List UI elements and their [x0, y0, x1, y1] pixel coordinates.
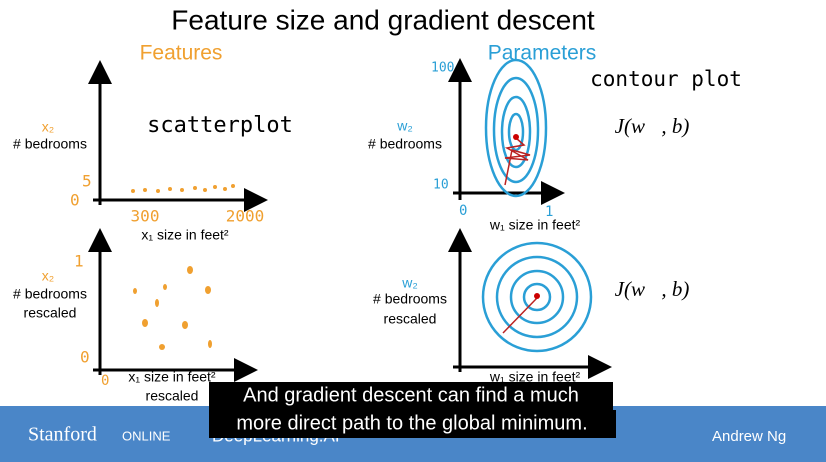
- cost: J(w⃗, b): [615, 277, 690, 301]
- tick: 2000: [226, 207, 265, 226]
- tick: 5: [82, 172, 92, 191]
- footer-logo: Stanford: [28, 424, 97, 446]
- cost: J(w⃗, b): [615, 114, 690, 138]
- caption-box: [209, 382, 613, 410]
- caption: And gradient descent can find a much: [243, 384, 579, 406]
- tick: 10: [433, 178, 449, 193]
- title: Feature size and gradient descent: [171, 4, 595, 35]
- axis-var: w₂: [401, 275, 418, 291]
- tick: 1: [545, 204, 553, 220]
- caption: more direct path to the global minimum.: [236, 412, 587, 434]
- footer-author: Andrew Ng: [712, 428, 786, 445]
- tick: 0: [80, 348, 90, 367]
- axis-var: x₂: [42, 268, 54, 284]
- tick: 100: [431, 61, 454, 76]
- axis-label: # bedrooms: [13, 286, 87, 302]
- footer-logo: ONLINE: [122, 428, 171, 443]
- tick: 0: [101, 373, 109, 389]
- axis-label: # bedrooms: [13, 136, 87, 152]
- axis-label: w₁ size in feet²: [489, 369, 581, 385]
- caption-box: [209, 410, 616, 438]
- axis-label: rescaled: [384, 311, 437, 327]
- axis-var: w₂: [396, 118, 413, 134]
- heading: Features: [140, 42, 223, 65]
- contour-top: [448, 58, 565, 205]
- axis-label: # bedrooms: [368, 136, 442, 152]
- axis-label: x₁ size in feet²: [141, 227, 229, 243]
- annotation: scatterplot: [147, 113, 293, 138]
- axis-label: rescaled: [146, 388, 199, 404]
- scatter-top: [88, 60, 268, 212]
- axis-label: # bedrooms: [373, 291, 447, 307]
- tick: 1: [74, 252, 84, 271]
- axis-var: x₂: [42, 119, 54, 135]
- contour-bottom: [448, 228, 612, 379]
- axis-label: w₁ size in feet²: [489, 217, 581, 233]
- scatter-bottom: [88, 228, 258, 382]
- axis-label: rescaled: [24, 305, 77, 321]
- heading: Parameters: [488, 42, 597, 65]
- axis-label: x₁ size in feet²: [128, 369, 216, 385]
- tick: 0: [70, 191, 80, 210]
- annotation: contour plot: [590, 67, 742, 91]
- tick: 0: [459, 203, 467, 219]
- tick: 300: [131, 207, 160, 226]
